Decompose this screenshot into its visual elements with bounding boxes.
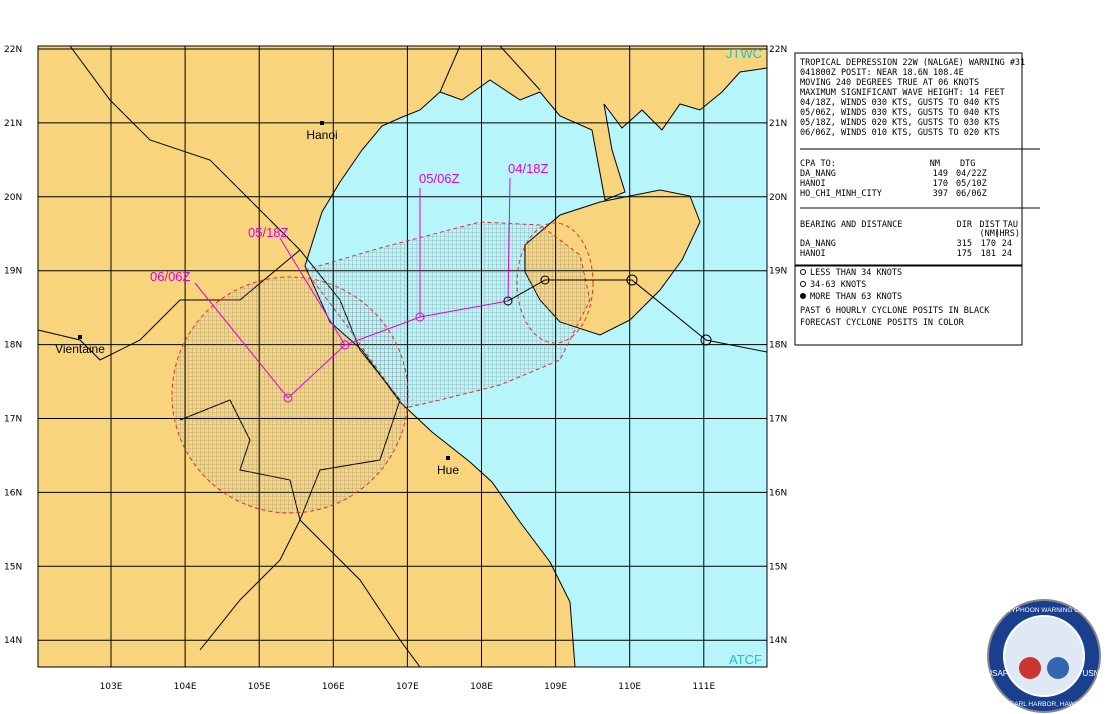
bearing-subheader: (NM): [980, 229, 1000, 239]
cpa-cell: 05/10Z: [956, 179, 987, 189]
lat-label: 14N: [4, 636, 22, 646]
axis-labels: 22N 22N 21N 21N 20N 20N 19N 19N 18N 18N 17N 17N 16N 1…: [4, 45, 787, 692]
bearing-cell: 315: [957, 239, 972, 249]
warning-line: 05/18Z, WINDS 020 KTS, GUSTS TO 030 KTS: [800, 118, 1000, 128]
lat-label: 20N: [769, 193, 787, 203]
bearing-cell: 24: [1002, 239, 1012, 249]
lon-label: 110E: [618, 682, 641, 692]
cpa-cell: 170: [933, 179, 948, 189]
bearing-cell: HANOI: [800, 249, 826, 259]
logo-left: USAF: [986, 669, 1007, 678]
legend-symbol: [800, 293, 806, 299]
cpa-cell: HO_CHI_MINH_CITY: [800, 189, 882, 199]
warning-line: TROPICAL DEPRESSION 22W (NALGAE) WARNING…: [800, 58, 1025, 68]
lat-label: 18N: [4, 341, 22, 351]
cpa-cell: 04/22Z: [956, 169, 987, 179]
lat-label: 19N: [769, 267, 787, 277]
lon-label: 111E: [692, 682, 715, 692]
bearing-subheader: (HRS): [994, 229, 1020, 239]
lon-label: 106E: [322, 682, 345, 692]
lat-label: 16N: [4, 488, 22, 498]
city: Hue: [437, 463, 459, 477]
lon-label: 107E: [396, 682, 419, 692]
wind-radius-current: [516, 222, 594, 344]
bearing-cell: 170: [981, 239, 996, 249]
warning-line: 041800Z POSIT: NEAR 18.6N 108.4E: [800, 68, 964, 78]
lon-label: 103E: [100, 682, 123, 692]
lon-label: 105E: [248, 682, 271, 692]
lat-label: 21N: [769, 119, 787, 129]
forecast-track: [287, 300, 509, 399]
map-frame: [37, 45, 768, 668]
source: ATCF: [729, 652, 762, 667]
lat-label: 22N: [4, 45, 22, 55]
wind-radius-yellow: [171, 276, 409, 514]
logo-bottom: PEARL HARBOR, HAWAII: [1006, 701, 1083, 708]
lat-label: 15N: [4, 562, 22, 572]
lat-label: 19N: [4, 267, 22, 277]
forecast-label: 05/18Z: [248, 225, 289, 240]
city-markers: [78, 121, 450, 460]
lat-label: 15N: [769, 562, 787, 572]
warning-line: 04/18Z, WINDS 030 KTS, GUSTS TO 040 KTS: [800, 98, 1000, 108]
jtwc-logo: JOINT TYPHOON WARNING CENTER USAF USN PE…: [986, 599, 1101, 713]
cpa-cell: DA_NANG: [800, 169, 836, 179]
bearing-cell: 24: [1002, 249, 1012, 259]
lat-label: 14N: [769, 636, 787, 646]
lat-label: 17N: [769, 415, 787, 425]
lat-label: 17N: [4, 415, 22, 425]
bearing-header: DIST: [980, 220, 1000, 230]
bearing-header: DIR: [957, 220, 973, 230]
logo-ring: JOINT TYPHOON WARNING CENTER: [987, 607, 1101, 614]
warning-line: MOVING 240 DEGREES TRUE AT 06 KNOTS: [800, 78, 979, 88]
cpa-header: NM: [930, 159, 940, 169]
logo-right: USN: [1083, 669, 1100, 678]
forecast-label: 05/06Z: [419, 171, 460, 186]
warning-line: MAXIMUM SIGNIFICANT WAVE HEIGHT: 14 FEET: [800, 88, 1005, 98]
forecast-posits: [194, 177, 511, 403]
forecast-label: 04/18Z: [508, 161, 549, 176]
cpa-cell: 149: [933, 169, 948, 179]
legend-symbol: [800, 281, 806, 287]
legend-item: 34-63 KNOTS: [810, 280, 866, 290]
lat-label: 22N: [769, 45, 787, 55]
warning-line: 06/06Z, WINDS 010 KTS, GUSTS TO 020 KTS: [800, 128, 1000, 138]
bearing-header: TAU: [1003, 220, 1018, 230]
forecast-label: 06/06Z: [150, 269, 191, 284]
lon-label: 109E: [544, 682, 567, 692]
bearing-header: BEARING AND DISTANCE: [800, 220, 902, 230]
past-track: [507, 279, 767, 353]
cpa-cell: HANOI: [800, 179, 826, 189]
lat-label: 21N: [4, 119, 22, 129]
lon-label: 104E: [174, 682, 197, 692]
lat-label: 18N: [769, 341, 787, 351]
warning-line: 05/06Z, WINDS 030 KTS, GUSTS TO 040 KTS: [800, 108, 1000, 118]
cpa-cell: 397: [933, 189, 948, 199]
info-box: [794, 52, 1023, 266]
legend-item: LESS THAN 34 KNOTS: [810, 268, 902, 278]
bearing-cell: 175: [957, 249, 972, 259]
legend-box: [794, 265, 1023, 346]
bearing-cell: 181: [981, 249, 996, 259]
cpa-header: DTG: [960, 159, 975, 169]
city: Vientaine: [55, 342, 105, 356]
map: Hanoi Vientaine Hue 04/18Z 05/06Z 05/18Z…: [38, 46, 767, 667]
bearing-cell: DA_NANG: [800, 239, 836, 249]
cpa-header: CPA TO:: [800, 159, 836, 169]
lat-label: 20N: [4, 193, 22, 203]
city: Hanoi: [306, 128, 337, 142]
legend-symbol: [800, 269, 806, 275]
legend-note: FORECAST CYCLONE POSITS IN COLOR: [800, 318, 965, 328]
legend-note: PAST 6 HOURLY CYCLONE POSITS IN BLACK: [800, 306, 990, 316]
legend-item: MORE THAN 63 KNOTS: [810, 292, 902, 302]
lat-label: 16N: [769, 488, 787, 498]
info: TROPICAL DEPRESSION 22W (NALGAE) WARNING…: [800, 58, 1040, 328]
cpa-cell: 06/06Z: [956, 189, 987, 199]
lon-label: 108E: [470, 682, 493, 692]
agency: JTWC: [726, 46, 762, 61]
